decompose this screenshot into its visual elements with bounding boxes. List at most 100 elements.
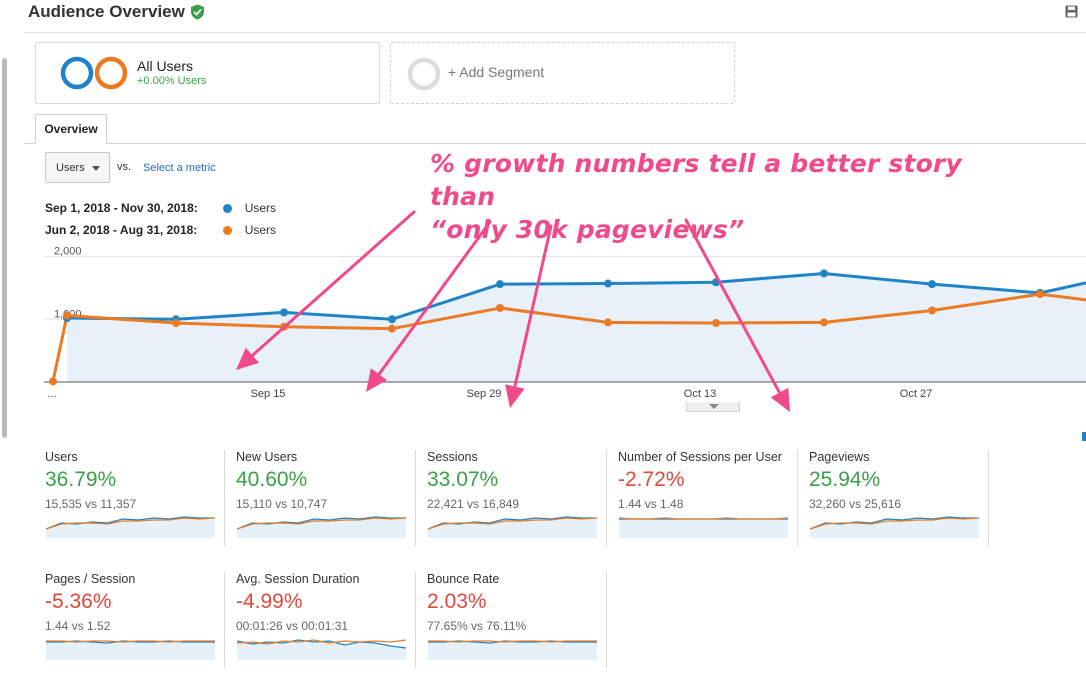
select-metric-link[interactable]: Select a metric [143,162,216,174]
current-point [604,279,612,288]
tab-divider [24,143,1086,144]
previous-point [388,324,396,333]
sparkline-previous [428,640,597,643]
sparkline-current [237,516,406,530]
annotation-callout: % growth numbers tell a better story tha… [430,147,1030,246]
metric-compare: 00:01:26 vs 00:01:31 [236,619,349,633]
previous-point [63,311,71,320]
chevron-down-icon [92,166,100,171]
header-divider [24,32,1086,33]
metric-compare: 1.44 vs 1.48 [618,497,684,511]
metric-change: 36.79% [45,468,117,491]
current-period-area [67,273,1086,382]
chart-scrubber-handle[interactable] [686,402,740,412]
sparkline-area [428,641,597,660]
metric-label: Number of Sessions per User [618,450,782,464]
legend-current: Sep 1, 2018 - Nov 30, 2018: Users [45,201,276,215]
current-point [496,280,504,289]
metric-compare: 15,110 vs 10,747 [236,497,328,511]
sparkline-previous [237,517,406,530]
legend-dot-icon [223,226,233,235]
metric-label: Sessions [427,450,478,464]
metric-tile-new-users[interactable]: New Users 40.60% 15,110 vs 10,747 [236,450,416,546]
previous-point [820,318,828,327]
x-tick-label: Sep 15 [251,388,286,400]
metric-tile-pages-per-session[interactable]: Pages / Session -5.36% 1.44 vs 1.52 [45,572,225,668]
left-scrollbar[interactable] [2,58,7,438]
sparkline-previous [619,517,788,520]
sparkline-area [428,517,597,538]
vs-label: vs. [117,161,132,173]
segment-share: +0.00% Users [137,75,207,87]
left-rail [0,0,24,690]
metric-dropdown[interactable]: Users [45,152,110,183]
metric-compare: 1.44 vs 1.52 [45,619,111,633]
sparkline [428,640,597,660]
metric-compare: 77.65% vs 76.11% [427,619,527,633]
metric-label: Users [45,450,78,464]
x-tick-label: Sep 29 [467,388,502,400]
sparkline-previous [237,639,406,645]
sparkline-area [619,519,788,538]
sparkline [46,516,215,538]
previous-period-line [51,292,1086,382]
legend-metric: Users [244,223,277,237]
save-disk-icon[interactable] [1065,5,1078,18]
current-point [712,278,720,287]
add-segment-label: + Add Segment [448,64,545,80]
metric-change: -2.72% [618,468,685,491]
annotation-line-2: “only 30k pageviews” [430,215,745,244]
current-point [388,315,396,324]
metric-tile-pageviews[interactable]: Pageviews 25.94% 32,260 vs 25,616 [809,450,989,546]
sparkline [237,516,406,538]
metric-tile-sessions-per-user[interactable]: Number of Sessions per User -2.72% 1.44 … [618,450,798,546]
add-segment-button[interactable]: + Add Segment [390,42,735,104]
previous-point [280,322,288,331]
segment-all-users[interactable]: All Users +0.00% Users [35,42,380,104]
metric-label: Pages / Session [45,572,136,586]
current-point [928,280,936,289]
previous-point [604,318,612,327]
x-tick-label: ... [47,388,56,400]
sparkline-area [46,517,215,538]
sparkline-previous [46,517,215,530]
sparkline-previous [810,517,979,530]
sparkline-area [237,517,406,538]
legend-previous: Jun 2, 2018 - Aug 31, 2018: Users [45,223,276,237]
chevron-down-icon [709,404,719,409]
y-tick-label: 2,000 [54,246,82,258]
metric-tile-avg-session-duration[interactable]: Avg. Session Duration -4.99% 00:01:26 vs… [236,572,416,668]
metric-change: 25.94% [809,468,881,491]
legend-dot-icon [223,204,233,213]
metric-change: -4.99% [236,590,303,613]
metric-compare: 32,260 vs 25,616 [809,497,902,511]
previous-point [1036,290,1044,299]
sparkline-previous [428,517,597,530]
previous-point [49,377,57,386]
sparkline-area [46,641,215,660]
empty-segment-ring-icon [407,57,441,91]
metric-label: Bounce Rate [427,572,500,586]
tab-overview[interactable]: Overview [35,114,107,144]
metric-dropdown-value: Users [56,162,85,174]
metric-tile-users[interactable]: Users 36.79% 15,535 vs 11,357 [45,450,225,546]
legend-metric: Users [244,201,277,215]
sparkline [810,516,979,538]
sparkline-area [237,640,406,660]
metric-change: 40.60% [236,468,308,491]
sparkline-current [428,516,597,530]
metric-tile-sessions[interactable]: Sessions 33.07% 22,421 vs 16,849 [427,450,607,546]
legend-date-range: Sep 1, 2018 - Nov 30, 2018: [45,201,198,215]
metric-compare: 22,421 vs 16,849 [427,497,520,511]
sparkline-area [810,517,979,538]
legend-date-range: Jun 2, 2018 - Aug 31, 2018: [45,223,198,237]
verified-shield-icon [191,4,204,20]
previous-point [928,306,936,315]
current-point [280,308,288,317]
sparkline-current [46,516,215,530]
sparkline-current [810,516,979,530]
metric-tile-bounce-rate[interactable]: Bounce Rate 2.03% 77.65% vs 76.11% [427,572,607,668]
current-point [820,269,828,278]
scroll-marker [1082,432,1086,441]
